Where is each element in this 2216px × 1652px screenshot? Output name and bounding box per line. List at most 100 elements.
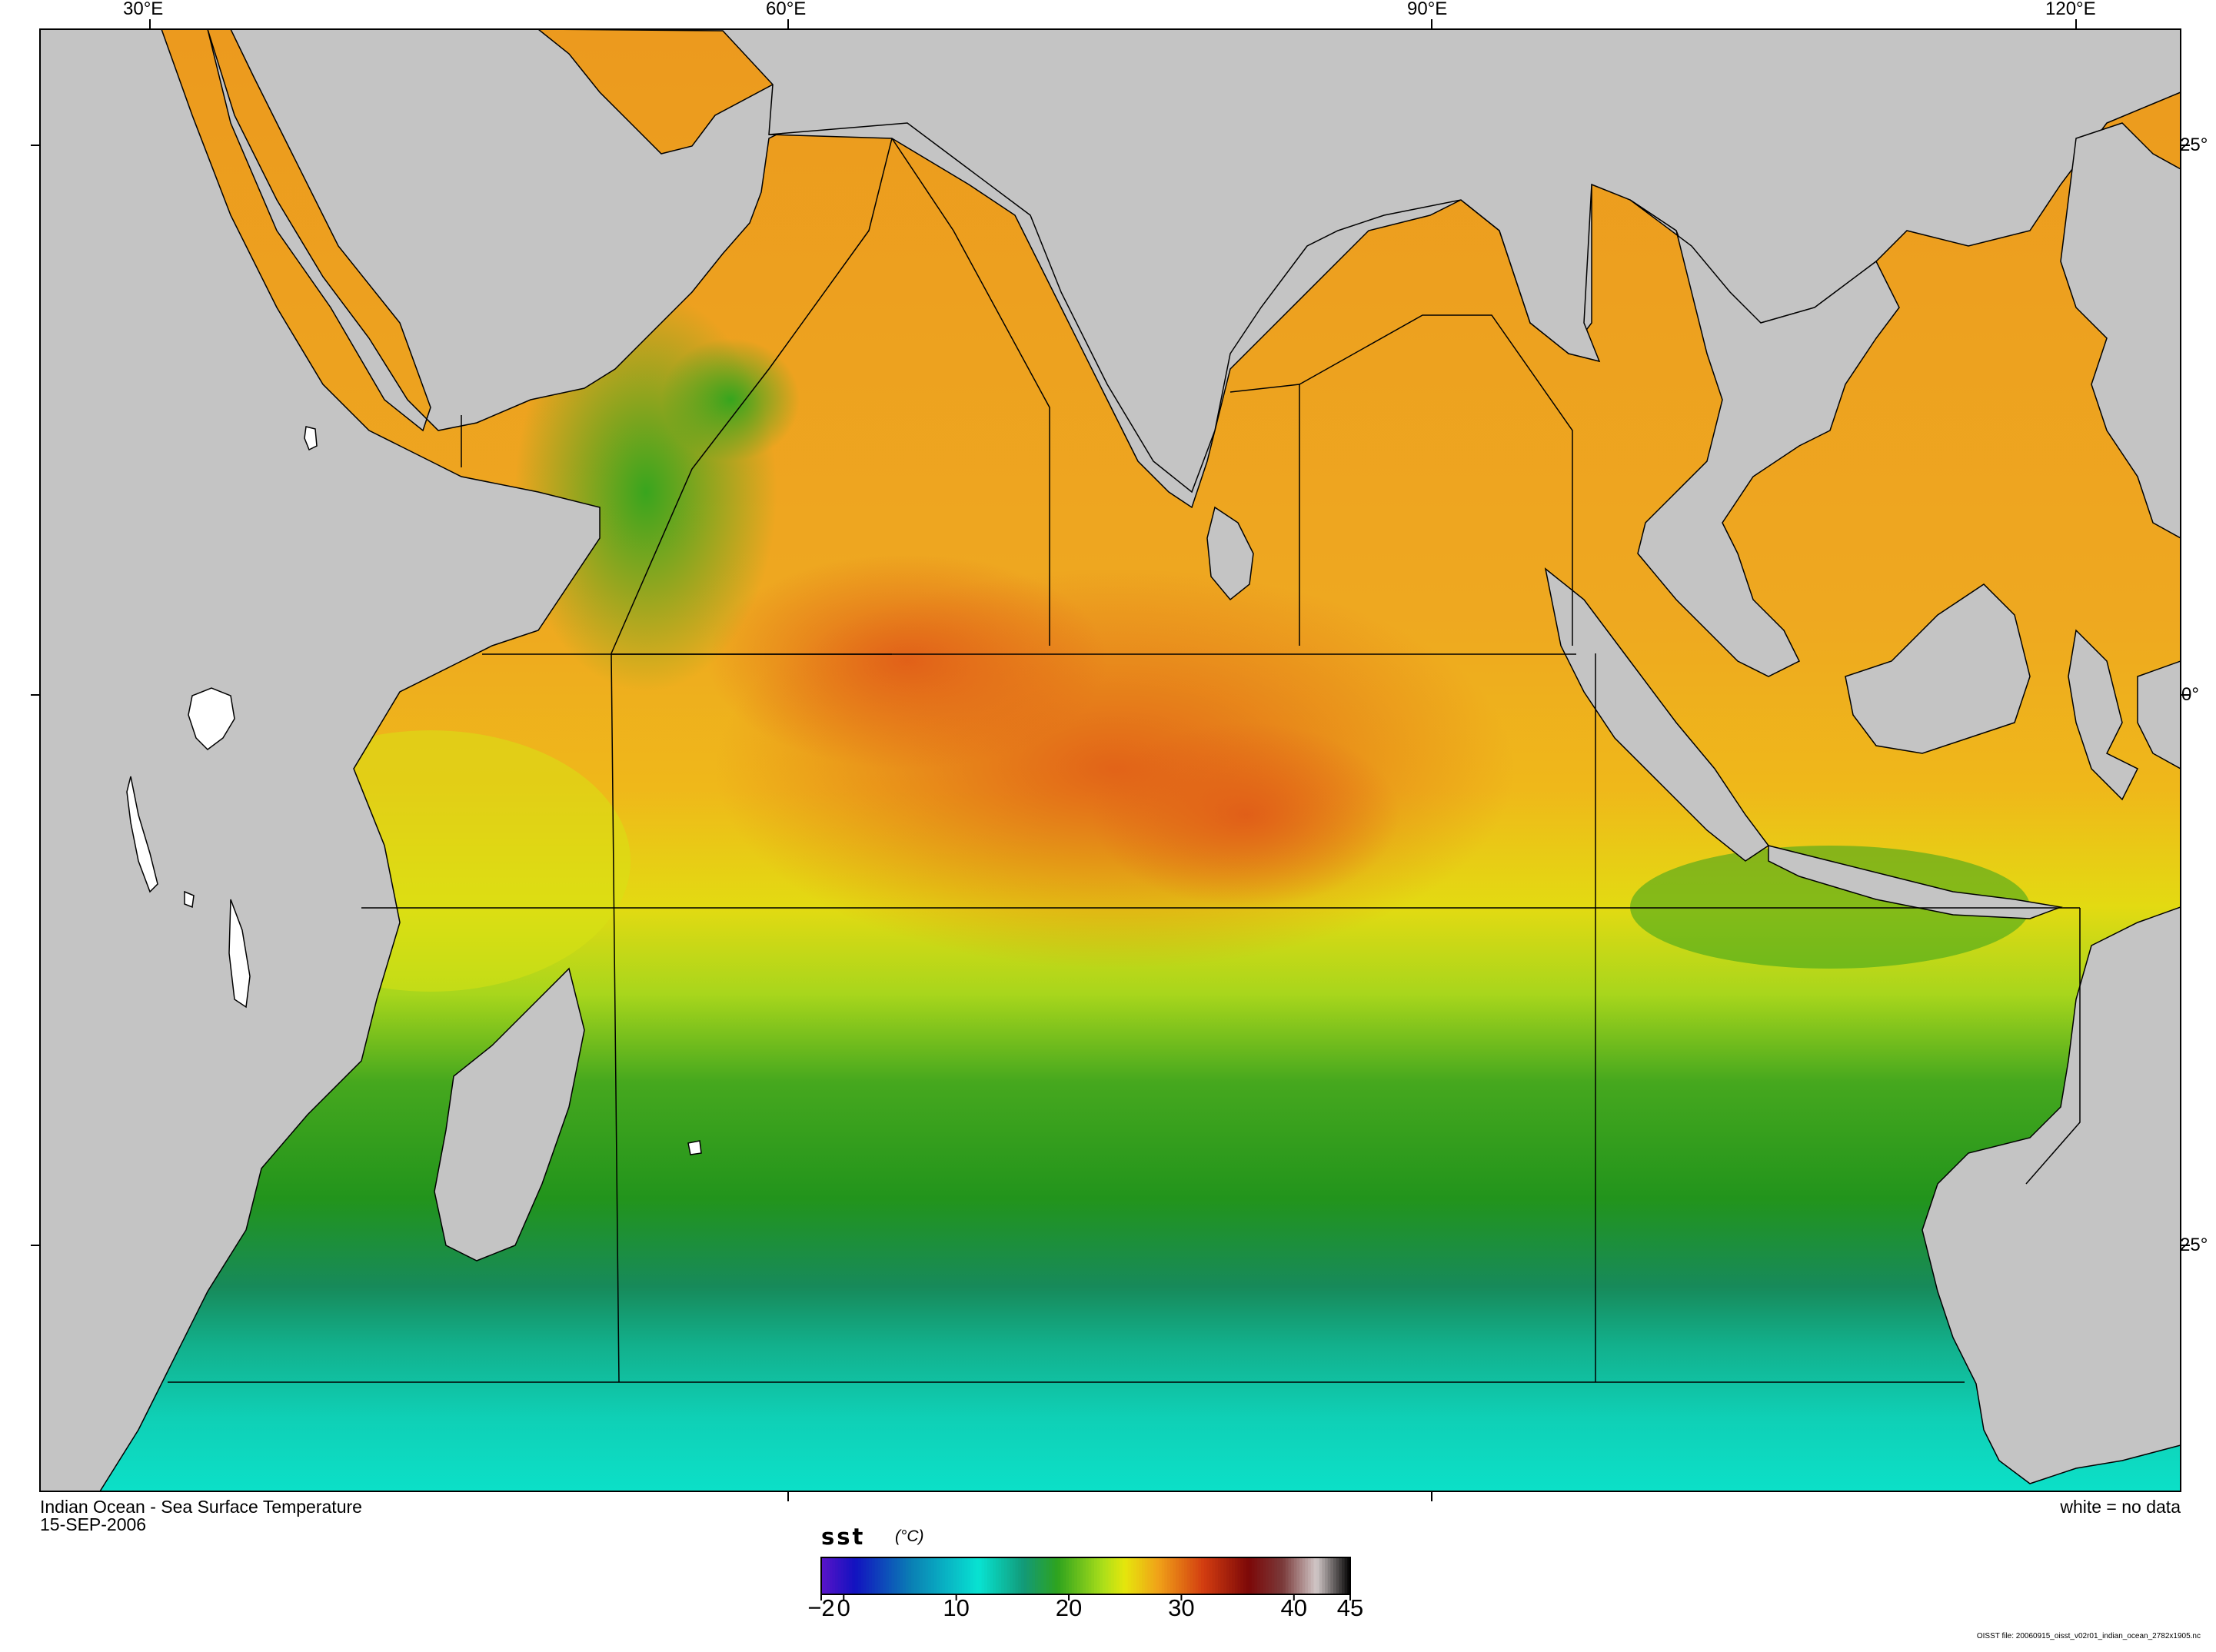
colorbar-segment — [1234, 1557, 1239, 1594]
colorbar-segment — [945, 1557, 949, 1594]
colorbar-segment — [846, 1557, 850, 1594]
colorbar-segment — [1156, 1557, 1160, 1594]
colorbar-segment — [925, 1557, 929, 1594]
colorbar-segment — [1251, 1557, 1256, 1594]
colorbar-tick-label: −2 — [807, 1594, 835, 1621]
colorbar-tick-label: 45 — [1336, 1594, 1364, 1621]
colorbar-segment — [953, 1557, 957, 1594]
colorbar-segment — [1336, 1557, 1339, 1594]
australia — [1922, 906, 2181, 1484]
colorbar-segment — [1057, 1557, 1061, 1594]
colorbar-segment — [843, 1557, 847, 1594]
colorbar-segment — [1325, 1557, 1329, 1594]
colorbar-segment — [1190, 1557, 1193, 1594]
colorbar-segment — [837, 1557, 842, 1594]
colorbar-segment — [1339, 1557, 1343, 1594]
colorbar-segment — [1080, 1557, 1083, 1594]
colorbar-segment — [897, 1557, 901, 1594]
colorbar-segment — [1186, 1557, 1191, 1594]
colorbar-segment — [1276, 1557, 1281, 1594]
colorbar-segment — [832, 1557, 836, 1594]
colorbar-segment — [1093, 1557, 1098, 1594]
madagascar — [434, 967, 585, 1261]
colorbar-segment — [1291, 1557, 1295, 1594]
colorbar-segment — [1012, 1557, 1016, 1594]
colorbar-segment — [1144, 1557, 1149, 1594]
colorbar-segment — [1237, 1557, 1241, 1594]
colorbar-segment — [883, 1557, 887, 1594]
colorbar-segment — [1173, 1557, 1176, 1594]
colorbar-segment — [937, 1557, 940, 1594]
colorbar-segment — [939, 1557, 943, 1594]
colorbar-segment — [1083, 1557, 1086, 1594]
colorbar-segment — [1018, 1557, 1022, 1594]
east-islands — [2137, 660, 2181, 769]
colorbar-segment — [1125, 1557, 1129, 1594]
colorbar-segment — [984, 1557, 988, 1594]
colorbar-segment — [1313, 1557, 1317, 1594]
colorbar-segment — [1308, 1557, 1312, 1594]
colorbar-segment — [942, 1557, 946, 1594]
colorbar-segment — [995, 1557, 1000, 1594]
colorbar-segment — [1257, 1557, 1261, 1594]
colorbar-segment — [829, 1557, 833, 1594]
colorbar-segment — [1254, 1557, 1258, 1594]
colorbar-segment — [1232, 1557, 1236, 1594]
colorbar-segment — [928, 1557, 932, 1594]
colorbar-segment — [970, 1557, 974, 1594]
colorbar-segment — [1130, 1557, 1134, 1594]
colorbar-segment — [894, 1557, 898, 1594]
colorbar-tick-label: 30 — [1168, 1594, 1195, 1621]
colorbar-segment — [1133, 1557, 1137, 1594]
sri-lanka — [1206, 506, 1254, 601]
colorbar-segment — [1105, 1557, 1109, 1594]
colorbar-segment — [930, 1557, 934, 1594]
colorbar-segment — [1102, 1557, 1106, 1594]
lat-label-25n: 25° — [2180, 135, 2208, 155]
colorbar-segment — [877, 1557, 881, 1594]
colorbar-segment — [891, 1557, 895, 1594]
colorbar-segment — [1288, 1557, 1292, 1594]
colorbar-segment — [1074, 1557, 1078, 1594]
colorbar-segment — [1122, 1557, 1126, 1594]
colorbar-segment — [905, 1557, 910, 1594]
colorbar-segment — [863, 1557, 867, 1594]
colorbar-segment — [1049, 1557, 1053, 1594]
colorbar-segment — [1259, 1557, 1264, 1594]
colorbar-segment — [1015, 1557, 1019, 1594]
colorbar-tick-label: 0 — [837, 1594, 850, 1621]
colorbar-segment — [1159, 1557, 1163, 1594]
colorbar-segment — [1178, 1557, 1183, 1594]
colorbar-segment — [1170, 1557, 1174, 1594]
colorbar-segment — [900, 1557, 903, 1594]
colorbar-segment — [1100, 1557, 1103, 1594]
colorbar-segment — [1299, 1557, 1303, 1594]
colorbar-segment — [1127, 1557, 1132, 1594]
colorbar-segment — [1054, 1557, 1059, 1594]
colorbar-segment — [1086, 1557, 1090, 1594]
colorbar-segment — [886, 1557, 890, 1594]
colorbar-segment — [1052, 1557, 1056, 1594]
borneo — [1845, 583, 2031, 754]
colorbar-segment — [1046, 1557, 1050, 1594]
colorbar-segment — [1096, 1557, 1100, 1594]
colorbar-segment — [1071, 1557, 1075, 1594]
colorbar-segment — [1147, 1557, 1151, 1594]
colorbar-segment — [973, 1557, 977, 1594]
colorbar-segment — [1285, 1557, 1289, 1594]
colorbar-segment — [1266, 1557, 1269, 1594]
colorbar-segment — [1274, 1557, 1278, 1594]
colorbar-segment — [1327, 1557, 1331, 1594]
colorbar-segment — [874, 1557, 878, 1594]
colorbar-segment — [1279, 1557, 1283, 1594]
colorbar-segment — [866, 1557, 870, 1594]
colorbar-segment — [1330, 1557, 1334, 1594]
colorbar-segment — [1023, 1557, 1027, 1594]
colorbar-segment — [913, 1557, 918, 1594]
colorbar-segment — [888, 1557, 893, 1594]
colorbar-segment — [1020, 1557, 1025, 1594]
colorbar-segment — [1110, 1557, 1115, 1594]
colorbar-segment — [1302, 1557, 1306, 1594]
colorbar-segment — [857, 1557, 861, 1594]
